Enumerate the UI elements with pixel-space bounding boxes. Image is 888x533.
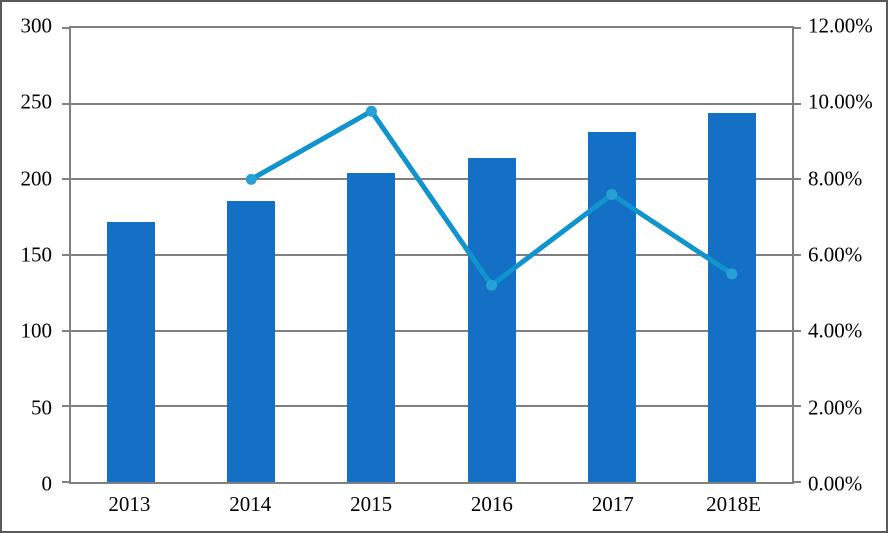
line-marker (365, 105, 377, 117)
bar-2016 (467, 158, 516, 482)
x-axis-label-2013: 2013 (108, 492, 151, 516)
bar-2014 (227, 200, 276, 482)
x-axis-label-2017: 2017 (591, 492, 634, 516)
left-axis-tick-label: 300 (20, 13, 53, 38)
gridline (71, 254, 792, 256)
bar-2018E (707, 112, 756, 482)
gridline (71, 102, 792, 105)
line-marker (486, 279, 498, 291)
right-axis-tick-label: 8.00% (808, 166, 863, 191)
left-axis-tick-label: 0 (41, 471, 53, 496)
line-marker (245, 173, 257, 185)
left-axis-tick-label: 150 (20, 242, 53, 267)
gridline (71, 405, 792, 408)
left-axis-tick-label: 250 (20, 89, 53, 114)
right-axis-tick-label: 12.00% (808, 13, 873, 38)
left-axis-tick-mark (62, 481, 69, 483)
right-axis-tick-label: 4.00% (808, 318, 863, 343)
x-axis-label-2016: 2016 (470, 492, 513, 516)
left-axis-tick-mark (62, 102, 69, 105)
plot-area (62, 26, 801, 484)
line-marker (606, 188, 618, 200)
right-axis-tick-mark (794, 102, 801, 105)
left-axis-tick-mark (62, 27, 69, 29)
x-axis-label-2014: 2014 (229, 492, 272, 516)
right-axis-tick-label: 0.00% (808, 471, 863, 496)
bar-2013 (107, 221, 156, 482)
growth-line-svg (245, 105, 738, 291)
bar-2015 (347, 173, 396, 482)
left-axis-tick-mark (62, 405, 69, 408)
right-axis-tick-label: 2.00% (808, 395, 863, 420)
left-axis-tick-mark (62, 178, 69, 181)
x-axis-label-2018E: 2018E (706, 492, 761, 516)
right-axis-tick-label: 6.00% (808, 242, 863, 267)
right-axis-tick-mark (794, 254, 801, 256)
right-axis-tick-mark (794, 178, 801, 181)
left-axis-tick-label: 50 (31, 395, 52, 420)
gridline (71, 329, 792, 332)
right-axis-tick-mark (794, 405, 801, 408)
left-axis-tick-mark (62, 329, 69, 332)
right-axis-tick-mark (794, 27, 801, 29)
right-axis-tick-mark (794, 481, 801, 483)
left-axis-tick-mark (62, 254, 69, 256)
right-axis-tick-mark (794, 329, 801, 332)
left-axis-tick-label: 100 (20, 318, 53, 343)
left-axis-tick-label: 200 (20, 166, 53, 191)
gridline (71, 178, 792, 181)
right-axis-tick-label: 10.00% (808, 89, 873, 114)
growth-line (248, 108, 735, 288)
x-axis-label-2015: 2015 (350, 492, 393, 516)
line-marker (726, 268, 738, 280)
